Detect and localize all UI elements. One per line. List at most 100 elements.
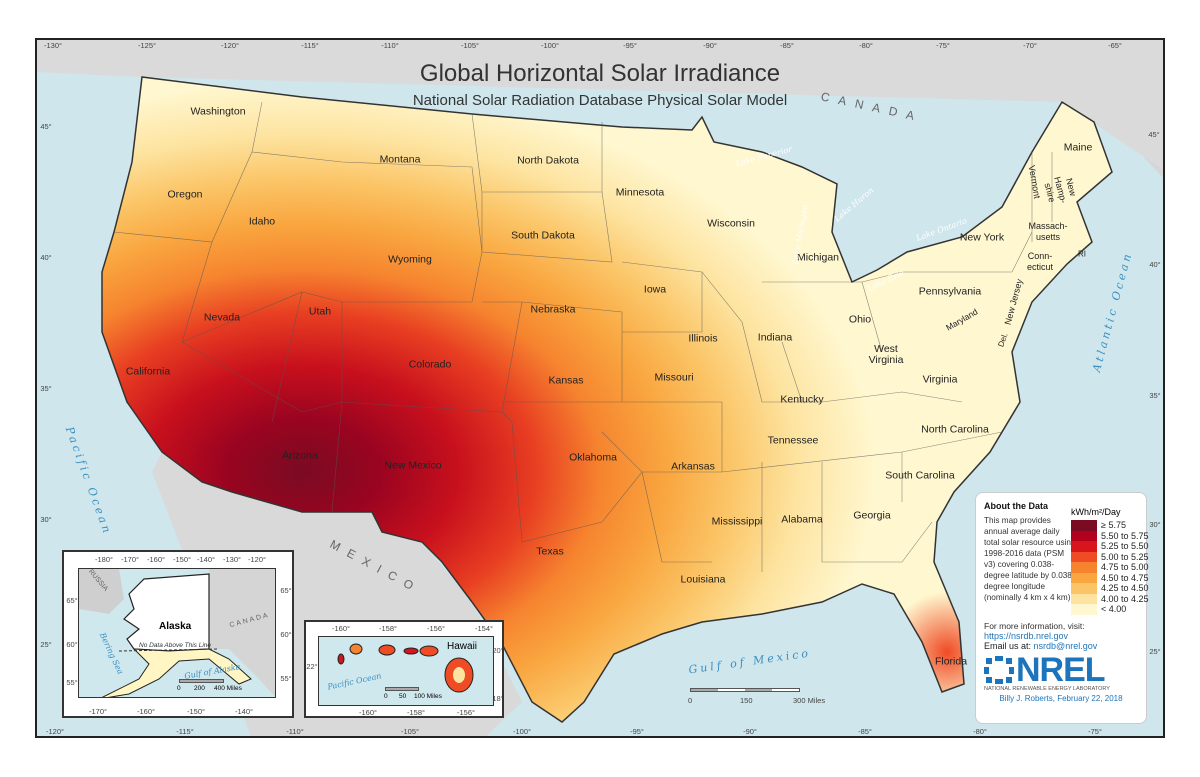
nsrdb-link[interactable]: https://nsrdb.nrel.gov: [984, 631, 1069, 641]
tick-label: -120°: [220, 41, 240, 50]
state-label: Louisiana: [680, 573, 726, 586]
state-label: Maine: [1063, 141, 1093, 154]
tick-label: -125°: [137, 41, 157, 50]
tick-label: 55°: [66, 678, 78, 687]
state-label: Tennessee: [767, 434, 819, 447]
scale-label: 100 Miles: [414, 693, 442, 700]
about-title: About the Data: [984, 501, 1048, 511]
legend-unit: kWh/m²/Day: [1071, 507, 1121, 517]
tick-label: 60°: [280, 630, 292, 639]
tick-label: -180°: [94, 555, 114, 564]
state-label: Virginia: [922, 373, 958, 386]
map-credit: Billy J. Roberts, February 22, 2018: [999, 694, 1123, 703]
scale-label: 150: [740, 696, 753, 705]
no-data-line-label: No Data Above This Line: [139, 642, 212, 649]
tick-label: -170°: [120, 555, 140, 564]
tick-label: -156°: [426, 624, 446, 633]
scale-label: 0: [384, 693, 388, 700]
map-title: Global Horizontal Solar Irradiance: [419, 60, 781, 87]
tick-label: -130°: [222, 555, 242, 564]
tick-label: 35°: [1149, 391, 1161, 400]
alaska-scale-bar: [179, 679, 224, 683]
state-label: New Mexico: [384, 459, 442, 472]
state-label: Kansas: [548, 374, 584, 387]
state-label: Illinois: [688, 332, 718, 345]
state-label: Wyoming: [388, 253, 432, 266]
email-link[interactable]: nsrdb@nrel.gov: [1033, 641, 1098, 651]
tick-label: 25°: [40, 640, 52, 649]
tick-label: -100°: [540, 41, 560, 50]
state-label: Nevada: [203, 311, 241, 324]
state-label: Iowa: [643, 283, 667, 296]
hawaii-inset: Hawaii Pacific Ocean 0 50 100 Miles -160…: [304, 620, 504, 718]
tick-label: -85°: [858, 727, 872, 736]
state-label: Oregon: [167, 188, 203, 201]
state-label: Washington: [190, 105, 246, 118]
state-label: Texas: [536, 545, 564, 558]
scale-label: 0: [177, 685, 181, 692]
legend-swatch: [1071, 593, 1097, 604]
legend-class-label: 5.50 to 5.75: [1101, 530, 1149, 541]
state-label: Pennsylvania: [918, 285, 982, 298]
tick-label: 35°: [40, 384, 52, 393]
tick-label: -90°: [703, 41, 717, 50]
alaska-inset: Alaska RUSSIA CANADA Bering Sea Gulf of …: [62, 550, 294, 718]
legend-class-label: < 4.00: [1101, 604, 1127, 615]
state-label: New York: [959, 231, 1005, 244]
email-label: Email us at:: [984, 641, 1032, 651]
tick-label: -156°: [456, 708, 476, 717]
legend-panel: About the Data This map provides annual …: [975, 492, 1149, 724]
state-label: Idaho: [248, 215, 276, 228]
tick-label: 18°: [492, 694, 504, 703]
tick-label: -95°: [630, 727, 644, 736]
hawaii-scale-bar: [385, 687, 419, 691]
tick-label: -105°: [400, 727, 420, 736]
tick-label: -160°: [331, 624, 351, 633]
tick-label: 30°: [40, 515, 52, 524]
tick-label: -90°: [743, 727, 757, 736]
tick-label: 65°: [66, 596, 78, 605]
legend-swatch: [1071, 551, 1097, 562]
legend-class: 4.25 to 4.50: [1071, 583, 1149, 594]
tick-label: -115°: [176, 727, 194, 736]
state-label: Mississippi: [711, 515, 763, 528]
state-label: Missouri: [654, 371, 694, 384]
legend-swatch: [1071, 604, 1097, 615]
tick-label: -130°: [43, 41, 63, 50]
legend-class: 5.25 to 5.50: [1071, 541, 1149, 552]
tick-label: -105°: [460, 41, 480, 50]
tick-label: -80°: [973, 727, 987, 736]
legend-swatch: [1071, 530, 1097, 541]
tick-label: -110°: [381, 41, 399, 50]
tick-label: 65°: [280, 586, 292, 595]
legend-swatch: [1071, 520, 1097, 531]
tick-label: -158°: [378, 624, 398, 633]
state-borders: [113, 101, 1053, 572]
state-label: California: [125, 365, 171, 378]
state-label: Utah: [308, 305, 332, 318]
legend-swatches: ≥ 5.75 5.50 to 5.75 5.25 to 5.50 5.00 to 5.…: [1071, 520, 1149, 615]
state-label: Conn-ecticut: [1026, 251, 1053, 272]
legend-class: < 4.00: [1071, 604, 1149, 615]
scale-label: 0: [688, 696, 693, 705]
scale-label: 400 Miles: [214, 685, 242, 692]
tick-label: -120°: [247, 555, 267, 564]
tick-label: -120°: [45, 727, 65, 736]
tick-label: -154°: [474, 624, 494, 633]
tick-label: 30°: [1149, 520, 1161, 529]
tick-label: 40°: [40, 253, 52, 262]
tick-label: -140°: [234, 707, 254, 716]
state-label: Oklahoma: [569, 451, 617, 464]
tick-label: -70°: [1023, 41, 1037, 50]
state-label: Arizona: [282, 449, 318, 462]
tick-label: -140°: [196, 555, 216, 564]
state-label: West Virginia: [868, 343, 904, 366]
legend-swatch: [1071, 541, 1097, 552]
tick-label: -160°: [146, 555, 166, 564]
state-label: Georgia: [853, 509, 891, 522]
tick-label: -158°: [406, 708, 426, 717]
tick-label: 45°: [40, 122, 52, 131]
tick-label: -110°: [286, 727, 304, 736]
state-label: Minnesota: [615, 186, 665, 199]
more-info-text: For more information, visit:: [984, 621, 1085, 631]
